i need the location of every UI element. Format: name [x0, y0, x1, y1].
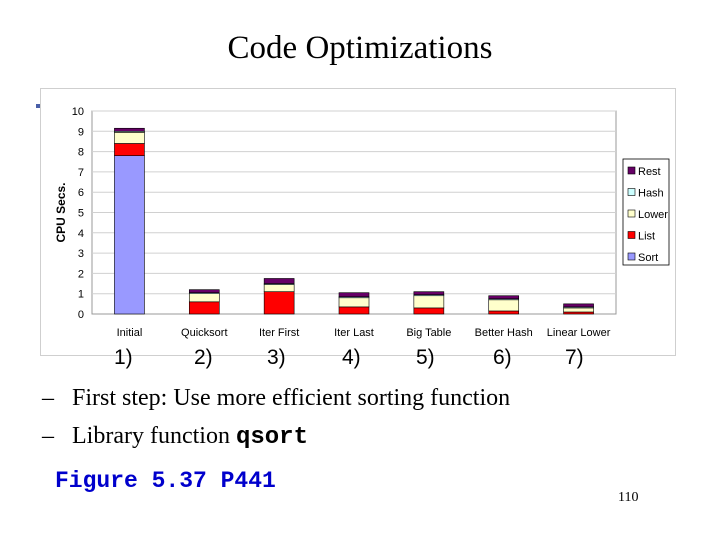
- step-label-7: 7): [565, 346, 584, 369]
- stacked-bar-chart: 0 1 2 3 4 5 6 7 8 9 10 CPU Secs. Initial Quicksort Ite…: [54, 106, 670, 339]
- x-tick-label: Big Table: [406, 327, 451, 339]
- y-tick-label: 3: [78, 248, 84, 260]
- bar-segment-list: [488, 310, 520, 315]
- bar-segment-rest: [263, 278, 295, 284]
- x-tick-label: Better Hash: [475, 327, 533, 339]
- bar-segment-rest: [188, 289, 220, 293]
- bar-segment-lower: [188, 293, 220, 303]
- bullet-dash: –: [42, 423, 54, 449]
- bar-segment-rest: [413, 291, 445, 296]
- legend-label: Sort: [638, 252, 658, 264]
- legend-label: Lower: [638, 209, 668, 221]
- y-tick-label: 10: [72, 106, 84, 118]
- bar-segment-lower: [488, 299, 520, 312]
- y-tick-label: 5: [78, 208, 84, 220]
- x-tick-label: Initial: [117, 327, 143, 339]
- y-tick-label: 8: [78, 147, 84, 159]
- bullet-text: First step: Use more efficient sorting f…: [72, 385, 511, 411]
- bar-segment-lower: [563, 307, 594, 313]
- chart-frame: 0 1 2 3 4 5 6 7 8 9 10 CPU Secs. Initial Quicksort Ite…: [40, 88, 676, 356]
- bar-segment-lower: [263, 284, 295, 292]
- bar-segment-rest: [563, 303, 594, 308]
- figure-reference: Figure 5.37 P441: [55, 468, 276, 494]
- bullet-dash: –: [42, 385, 54, 411]
- legend-label: Hash: [638, 188, 664, 200]
- bar-segment-list: [563, 311, 594, 315]
- y-tick-label: 7: [78, 167, 84, 179]
- slide-title: Code Optimizations: [227, 30, 493, 66]
- x-tick-label: Linear Lower: [547, 327, 611, 339]
- legend-swatch: [627, 166, 636, 175]
- bar-segment-list: [263, 291, 295, 315]
- step-label-4: 4): [342, 346, 361, 369]
- legend-swatch: [627, 231, 636, 239]
- bullet-text: Library function: [72, 423, 236, 449]
- legend-swatch: [627, 188, 636, 196]
- bar-segment-list: [338, 306, 370, 315]
- step-label-6: 6): [493, 346, 512, 369]
- bullet-item-2: – Library function qsort: [42, 423, 308, 451]
- y-tick-label: 6: [78, 187, 84, 199]
- y-tick-label: 2: [78, 268, 84, 280]
- page-number: 110: [618, 490, 639, 505]
- y-tick-label: 1: [78, 289, 84, 301]
- legend-swatch: [627, 252, 636, 261]
- bar-segment-sort: [114, 155, 145, 315]
- y-tick-label: 4: [78, 228, 84, 240]
- step-label-3: 3): [267, 346, 286, 369]
- bar-segment-rest: [114, 127, 145, 132]
- y-tick-label: 9: [78, 126, 84, 138]
- y-axis-label: CPU Secs.: [54, 182, 68, 242]
- step-label-2: 2): [194, 346, 213, 369]
- bar-segment-lower: [413, 295, 445, 309]
- bar-segment-list: [114, 143, 145, 156]
- y-tick-label: 0: [78, 309, 84, 321]
- bar-segment-list: [188, 301, 220, 315]
- x-tick-label: Iter Last: [334, 327, 374, 339]
- x-tick-label: Iter First: [259, 327, 299, 339]
- bar-segment-lower: [114, 132, 145, 144]
- legend-label: List: [638, 231, 655, 243]
- step-label-5: 5): [416, 346, 435, 369]
- legend-label: Rest: [638, 166, 661, 178]
- bar-segment-rest: [338, 292, 370, 298]
- bullet-item-1: – First step: Use more efficient sorting …: [42, 385, 510, 412]
- x-tick-label: Quicksort: [181, 327, 227, 339]
- legend-swatch: [627, 209, 636, 218]
- step-label-1: 1): [114, 346, 133, 369]
- bar-segment-list: [413, 307, 445, 315]
- bar-segment-rest: [488, 295, 520, 300]
- bullet-code: qsort: [235, 424, 308, 451]
- bar-segment-lower: [338, 297, 370, 308]
